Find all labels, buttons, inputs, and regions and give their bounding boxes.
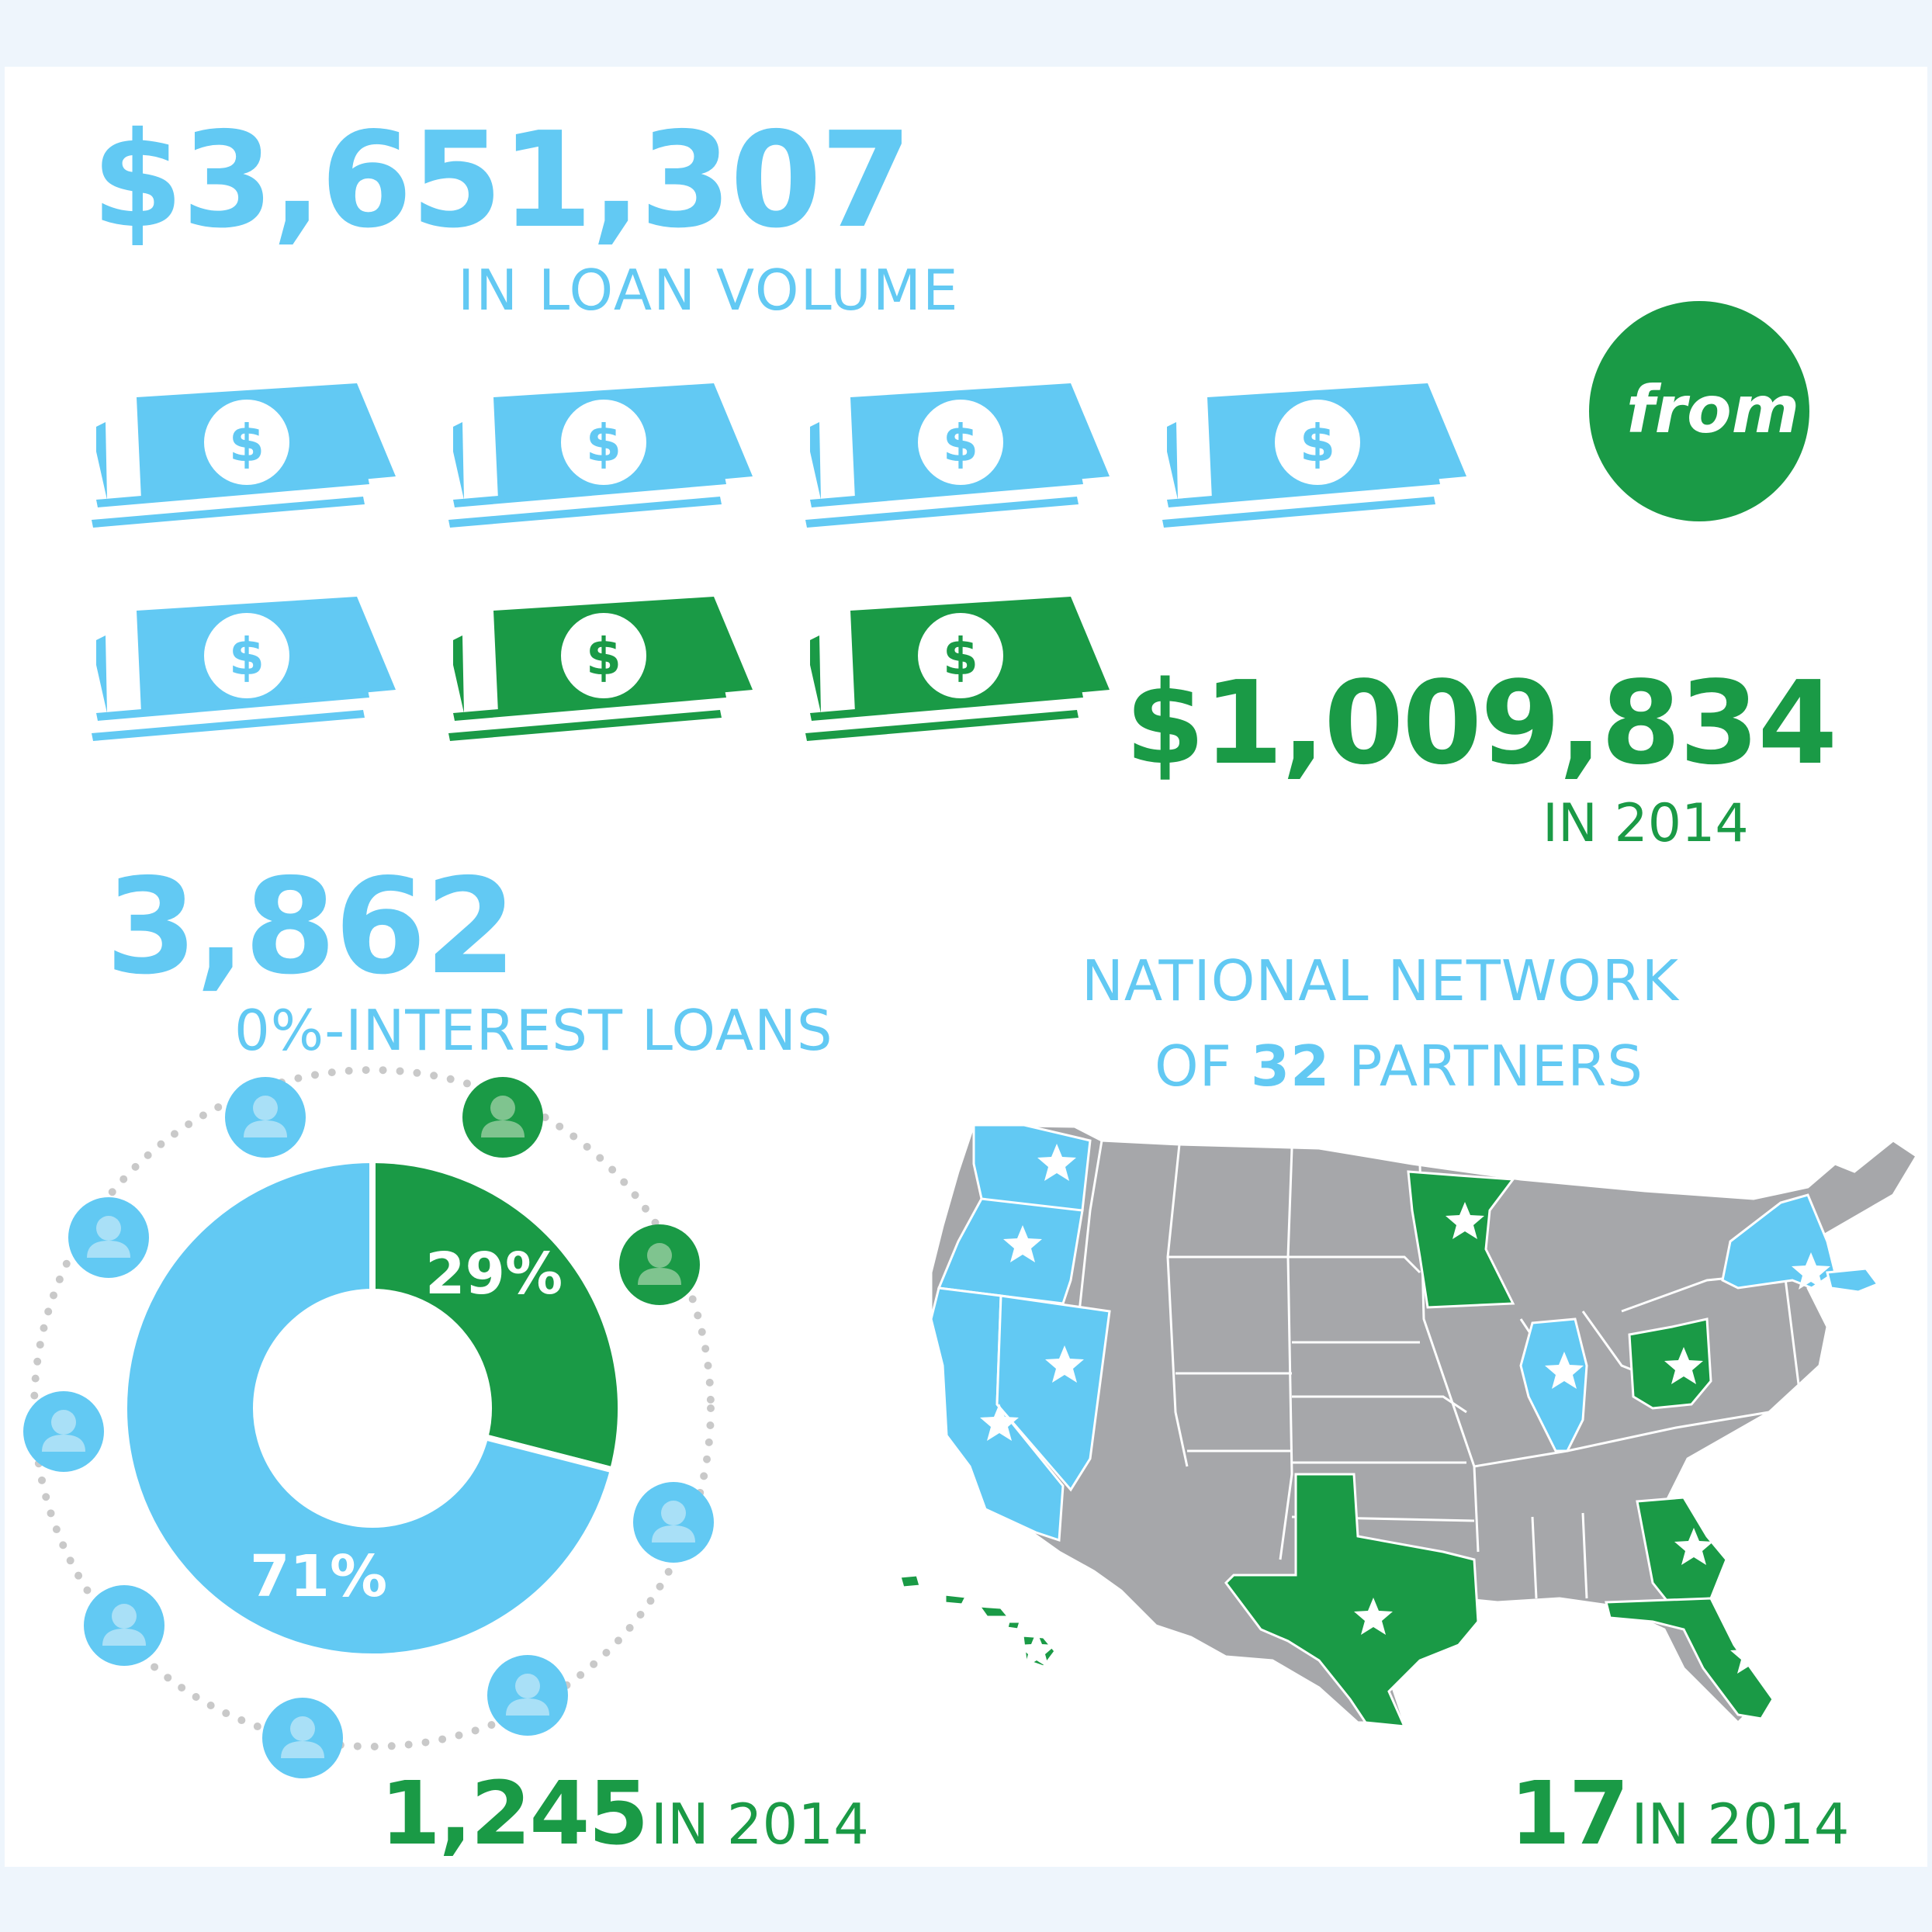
state-hawaii-4 — [1006, 1620, 1023, 1631]
person-icon — [487, 1655, 568, 1736]
green-states — [898, 1170, 1774, 1728]
partners-2014-count: 17 — [1510, 1764, 1629, 1864]
donut-chart — [121, 1156, 624, 1660]
state-washington — [972, 1124, 1092, 1212]
year-volume-label: IN 2014 — [1542, 793, 1749, 854]
dotted-ring — [30, 1066, 715, 1750]
from-badge — [1589, 301, 1809, 521]
year-volume-amount: $1,009,834 — [1125, 656, 1837, 790]
loans-label: 0%-INTEREST LOANS — [234, 998, 833, 1063]
donut-label-green: 29% — [425, 1241, 563, 1307]
dollar-bill-stack-icon: $ — [92, 383, 396, 528]
dollar-sign: $ — [586, 627, 621, 687]
state-massachusetts — [1826, 1267, 1880, 1293]
person-icon — [633, 1482, 714, 1563]
dollar-sign: $ — [943, 627, 978, 687]
person-icon — [262, 1698, 343, 1778]
dollar-bill-stack-icon: $ — [805, 597, 1110, 741]
from-badge-text: from — [1626, 372, 1800, 448]
state-florida — [1605, 1597, 1774, 1720]
partners-2014: 17 IN 2014 — [1510, 1771, 1850, 1858]
state-hawaii-1 — [898, 1574, 922, 1589]
person-icons — [23, 1077, 714, 1778]
state-georgia — [1636, 1496, 1728, 1604]
dollar-bill-stack-icon: $ — [1162, 383, 1466, 528]
donut-label-blue: 71% — [250, 1543, 388, 1610]
loans-2014: 1,245 IN 2014 — [380, 1771, 869, 1858]
loans-2014-label: IN 2014 — [650, 1792, 869, 1857]
loans-2014-count: 1,245 — [380, 1764, 649, 1864]
network-line2-pre: OF — [1155, 1034, 1251, 1099]
dollar-sign: $ — [586, 414, 621, 473]
us-map — [898, 1124, 1919, 1728]
state-hawaii-2 — [943, 1593, 968, 1606]
dollar-sign: $ — [229, 414, 265, 473]
person-icon — [84, 1585, 164, 1666]
dollar-bill-stack-icon: $ — [448, 383, 753, 528]
person-icon — [68, 1197, 149, 1278]
network-line2-post: PARTNERS — [1330, 1034, 1643, 1099]
dollar-bill-stack-icon: $ — [92, 597, 396, 741]
person-icon — [619, 1224, 700, 1305]
dollar-sign: $ — [943, 414, 978, 473]
state-nevada — [995, 1294, 1111, 1492]
network-line2: OF 32 PARTNERS — [1155, 1038, 1643, 1094]
loan-volume-label: IN LOAN VOLUME — [458, 258, 960, 323]
state-texas — [1224, 1473, 1480, 1728]
dollar-sign: $ — [1300, 414, 1335, 473]
loans-count: 3,862 — [106, 850, 517, 1004]
loan-volume-amount: $3,651,307 — [92, 104, 912, 258]
dollar-bill-stack-icon: $ — [805, 383, 1110, 528]
network-line1: NATIONAL NETWORK — [1082, 948, 1679, 1013]
donut-segment-green — [369, 1156, 624, 1474]
state-minnesota — [1407, 1170, 1515, 1309]
donut-segment-blue — [121, 1156, 617, 1660]
state-hawaii-3 — [976, 1605, 1012, 1619]
dollar-sign: $ — [229, 627, 265, 687]
money-icons: $ $ $ $ $ $ $ — [92, 383, 1466, 741]
network-partner-count: 32 — [1250, 1034, 1331, 1099]
person-icon — [462, 1077, 543, 1158]
person-icon — [225, 1077, 306, 1158]
dollar-bill-stack-icon: $ — [448, 597, 753, 741]
person-icon — [23, 1391, 104, 1472]
partners-2014-label: IN 2014 — [1631, 1792, 1850, 1857]
